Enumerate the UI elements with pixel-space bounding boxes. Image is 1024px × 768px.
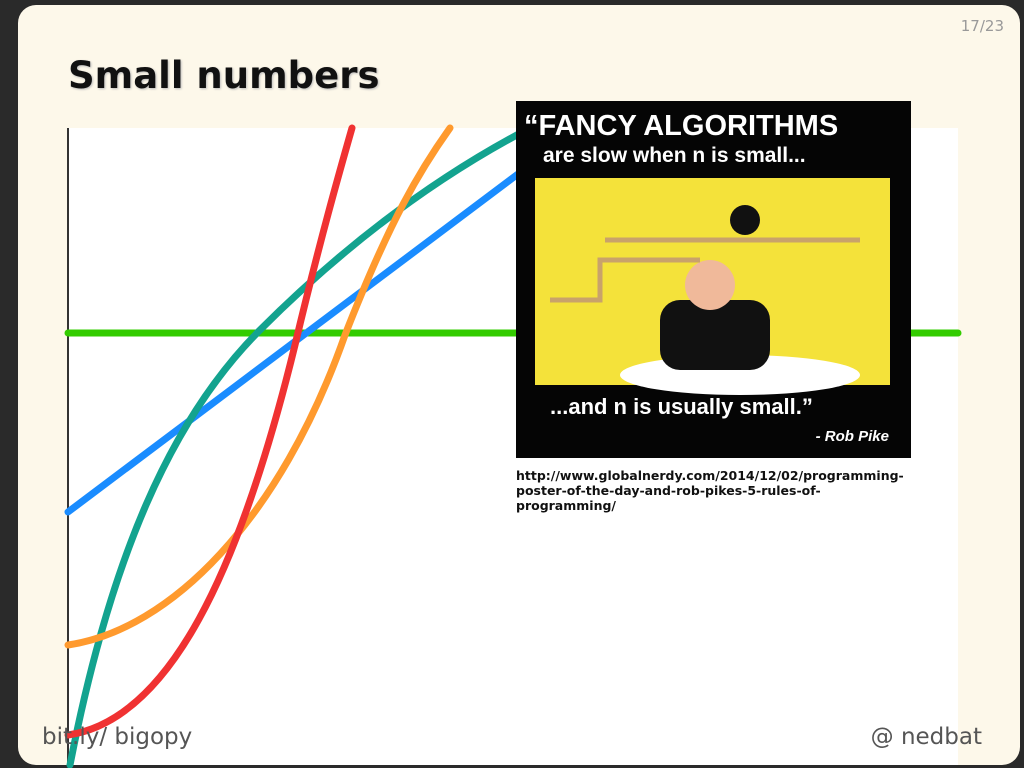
poster-subhead: are slow when n is small...: [543, 144, 806, 167]
quadratic-curve: [64, 124, 454, 649]
illustration-pipes: [550, 237, 860, 303]
source-url: http://www.globalnerdy.com/2014/12/02/pr…: [516, 468, 904, 513]
poster-headline: “FANCY ALGORITHMS: [524, 110, 839, 142]
footer-handle: @ nedbat: [870, 724, 982, 750]
page-number: 17/23: [960, 17, 1004, 35]
illustration-figure: [660, 300, 770, 370]
illustration-clock: [730, 205, 760, 235]
exponential-curve: [64, 124, 356, 739]
footer-link: bit.ly/ bigopy: [42, 724, 193, 750]
poster-tagline: ...and n is usually small.”: [550, 394, 813, 419]
slide-title: Small numbers: [68, 54, 380, 97]
log-linear-curve: [66, 124, 534, 768]
poster-attribution: - Rob Pike: [815, 428, 889, 445]
illustration-head: [685, 260, 735, 310]
